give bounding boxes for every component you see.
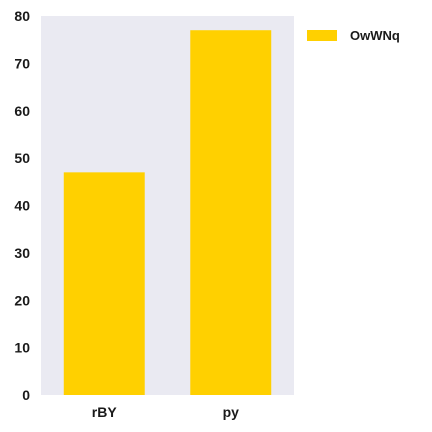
bar-py (190, 30, 272, 396)
legend-swatch (307, 30, 337, 41)
y-tick-label: 0 (22, 387, 30, 403)
y-tick-label: 50 (14, 150, 30, 166)
legend-label: OwWNq (350, 28, 400, 43)
y-axis: 0 10 20 30 40 50 60 70 80 (14, 8, 30, 403)
y-tick-label: 60 (14, 103, 30, 119)
x-tick-label: py (223, 404, 240, 420)
bar-rby (63, 172, 145, 395)
y-tick-label: 10 (14, 340, 30, 356)
bars (63, 30, 272, 396)
legend: OwWNq (307, 28, 400, 43)
x-axis: rBY py (92, 404, 239, 420)
y-tick-label: 20 (14, 292, 30, 308)
y-tick-label: 40 (14, 198, 30, 214)
x-tick-label: rBY (92, 404, 118, 420)
y-tick-label: 30 (14, 245, 30, 261)
y-tick-label: 70 (14, 55, 30, 71)
y-tick-label: 80 (14, 8, 30, 24)
